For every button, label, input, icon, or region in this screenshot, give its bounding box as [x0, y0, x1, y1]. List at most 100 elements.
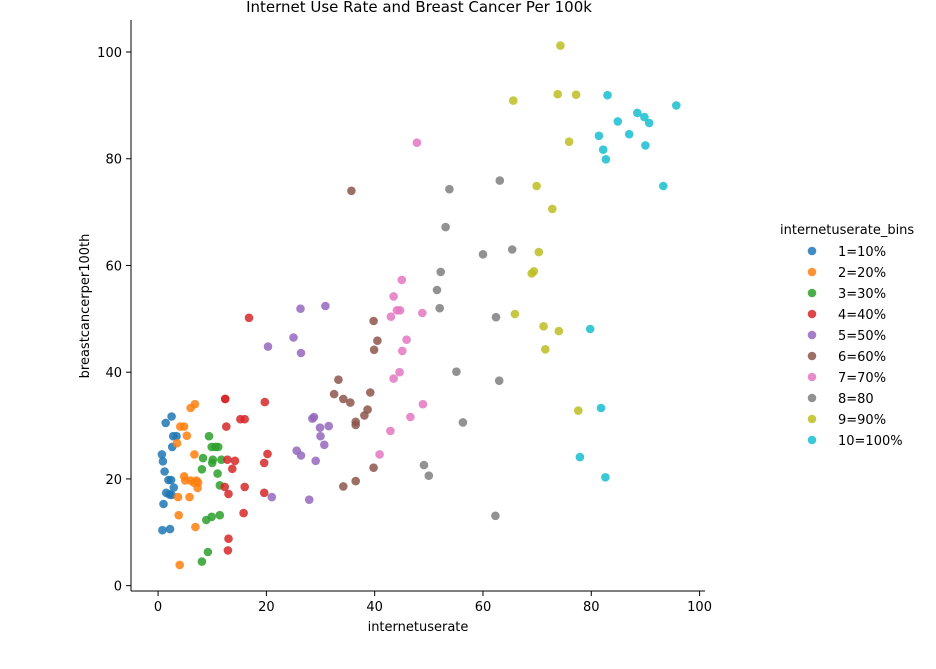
legend-title: internetuserate_bins: [780, 223, 914, 238]
data-point: [161, 418, 170, 428]
data-point: [167, 490, 176, 500]
data-point: [169, 483, 179, 492]
data-point: [223, 455, 232, 465]
data-point: [174, 510, 183, 520]
data-point: [397, 275, 407, 285]
data-point: [494, 376, 504, 386]
data-point: [556, 41, 565, 50]
data-point: [158, 525, 167, 535]
data-point: [452, 367, 461, 377]
data-point: [575, 452, 585, 462]
data-point: [495, 176, 505, 185]
data-point: [217, 455, 226, 465]
data-point: [553, 89, 562, 99]
y-ticks: 0 20 40 60 80 100: [97, 46, 131, 595]
data-point: [215, 510, 225, 520]
x-tick-label: 100: [687, 600, 712, 615]
legend-label: 3=30%: [838, 287, 886, 302]
x-tick-label: 0: [154, 600, 162, 615]
legend-marker: [807, 351, 817, 361]
data-point: [185, 492, 194, 502]
data-point: [633, 108, 642, 118]
legend: internetuserate_bins 1=10% 2=20% 3=30% 4=40…: [780, 223, 914, 449]
data-point: [315, 423, 325, 433]
data-point: [172, 438, 182, 448]
data-point: [419, 460, 429, 470]
data-point: [240, 482, 249, 492]
data-point: [165, 524, 175, 534]
data-point: [223, 546, 233, 555]
data-point: [190, 399, 200, 409]
data-point: [624, 129, 634, 139]
data-point: [509, 96, 518, 105]
data-point: [182, 431, 192, 441]
data-point: [222, 422, 231, 431]
data-point: [435, 303, 445, 313]
data-point: [259, 458, 269, 468]
axes-layer: [130, 20, 705, 592]
data-point: [491, 312, 501, 322]
data-point: [239, 508, 248, 518]
data-point: [267, 492, 277, 502]
data-point: [601, 155, 611, 164]
data-point: [389, 374, 398, 383]
y-tick-label: 80: [105, 153, 122, 168]
data-point: [311, 456, 321, 466]
x-tick-label: 60: [475, 600, 492, 615]
data-point: [167, 412, 176, 421]
data-point: [230, 456, 240, 466]
legend-label: 6=60%: [838, 350, 886, 365]
x-tick-label: 80: [583, 600, 600, 615]
data-point: [197, 557, 207, 566]
data-point: [601, 473, 610, 482]
data-point: [296, 304, 305, 314]
legend-label: 2=20%: [838, 266, 886, 281]
data-point: [289, 333, 298, 342]
data-point: [369, 316, 378, 326]
data-point: [166, 475, 176, 485]
data-point: [207, 458, 217, 468]
data-point: [172, 431, 181, 441]
data-point: [351, 420, 361, 430]
data-point: [179, 422, 189, 431]
data-point: [363, 405, 372, 414]
data-point: [329, 389, 339, 399]
data-point: [228, 464, 237, 474]
legend-label: 5=50%: [838, 329, 886, 344]
legend-marker: [807, 414, 817, 424]
data-point: [173, 492, 183, 502]
data-point: [641, 141, 650, 150]
data-point: [304, 495, 314, 505]
y-axis-label: breastcancerper100th: [78, 234, 93, 379]
data-point: [220, 482, 229, 492]
data-point: [398, 346, 407, 356]
data-point: [213, 469, 222, 478]
data-point: [316, 431, 325, 441]
y-tick-label: 40: [105, 366, 122, 381]
data-point: [406, 412, 415, 422]
data-point: [541, 345, 550, 354]
data-point: [263, 449, 272, 459]
data-point: [296, 451, 306, 460]
legend-label: 7=70%: [838, 371, 886, 386]
data-point: [386, 312, 396, 322]
data-point: [369, 345, 379, 355]
data-point: [478, 250, 488, 259]
data-point: [507, 245, 517, 254]
data-point: [554, 326, 564, 336]
data-point: [369, 463, 378, 473]
data-point: [375, 450, 384, 459]
data-point: [491, 511, 500, 521]
data-point: [596, 403, 606, 413]
data-point: [412, 138, 422, 147]
data-point: [389, 292, 398, 301]
data-point: [458, 418, 468, 427]
data-point: [585, 324, 595, 334]
data-point: [613, 117, 623, 126]
legend-items: 1=10% 2=20% 3=30% 4=40% 5=50% 6=60% 7=70% 8=80 9…: [807, 245, 903, 449]
data-point: [644, 118, 654, 128]
data-point: [263, 342, 273, 351]
points-layer: [157, 41, 681, 570]
data-point: [564, 137, 574, 146]
